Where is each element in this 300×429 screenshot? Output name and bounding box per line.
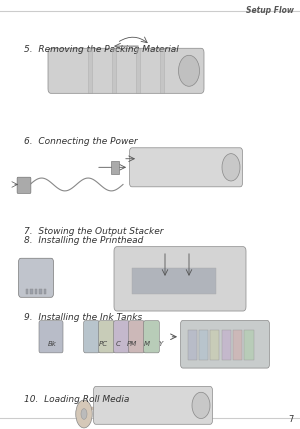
FancyBboxPatch shape [114,247,246,311]
FancyBboxPatch shape [44,289,46,294]
FancyBboxPatch shape [111,161,118,174]
FancyBboxPatch shape [132,268,216,294]
FancyBboxPatch shape [26,289,28,294]
Text: 5.  Removing the Packing Material: 5. Removing the Packing Material [24,45,179,54]
FancyBboxPatch shape [94,387,212,424]
FancyBboxPatch shape [222,330,231,360]
FancyBboxPatch shape [34,289,37,294]
Ellipse shape [76,400,92,428]
FancyBboxPatch shape [244,330,253,360]
FancyBboxPatch shape [17,177,31,193]
Text: 7: 7 [289,415,294,424]
FancyBboxPatch shape [112,48,116,93]
FancyBboxPatch shape [136,48,140,93]
Text: PM: PM [127,341,137,347]
FancyBboxPatch shape [188,330,196,360]
FancyBboxPatch shape [144,321,159,353]
FancyBboxPatch shape [129,321,144,353]
Ellipse shape [222,154,240,181]
FancyBboxPatch shape [99,321,114,353]
FancyBboxPatch shape [181,320,269,368]
Ellipse shape [81,408,87,420]
Text: 6.  Connecting the Power: 6. Connecting the Power [24,137,138,146]
Text: 8.  Installing the Printhead: 8. Installing the Printhead [24,236,143,245]
FancyBboxPatch shape [160,48,164,93]
Text: 10.  Loading Roll Media: 10. Loading Roll Media [24,395,129,404]
Text: 7.  Stowing the Output Stacker: 7. Stowing the Output Stacker [24,227,164,236]
FancyBboxPatch shape [199,330,208,360]
FancyBboxPatch shape [114,321,129,353]
Text: Y: Y [158,341,163,347]
FancyBboxPatch shape [48,48,204,94]
FancyBboxPatch shape [130,148,242,187]
FancyBboxPatch shape [233,330,242,360]
Ellipse shape [178,55,200,86]
Text: Setup Flow: Setup Flow [246,6,294,15]
Text: C: C [116,341,121,347]
FancyBboxPatch shape [30,289,33,294]
FancyBboxPatch shape [210,330,219,360]
Text: PC: PC [99,341,108,347]
FancyBboxPatch shape [19,258,53,297]
Text: Bk: Bk [48,341,57,347]
FancyBboxPatch shape [84,321,99,353]
FancyBboxPatch shape [39,289,42,294]
Text: 9.  Installing the Ink Tanks: 9. Installing the Ink Tanks [24,313,142,322]
Ellipse shape [192,392,210,419]
FancyBboxPatch shape [39,321,63,353]
FancyBboxPatch shape [88,48,92,93]
Text: M: M [144,341,150,347]
